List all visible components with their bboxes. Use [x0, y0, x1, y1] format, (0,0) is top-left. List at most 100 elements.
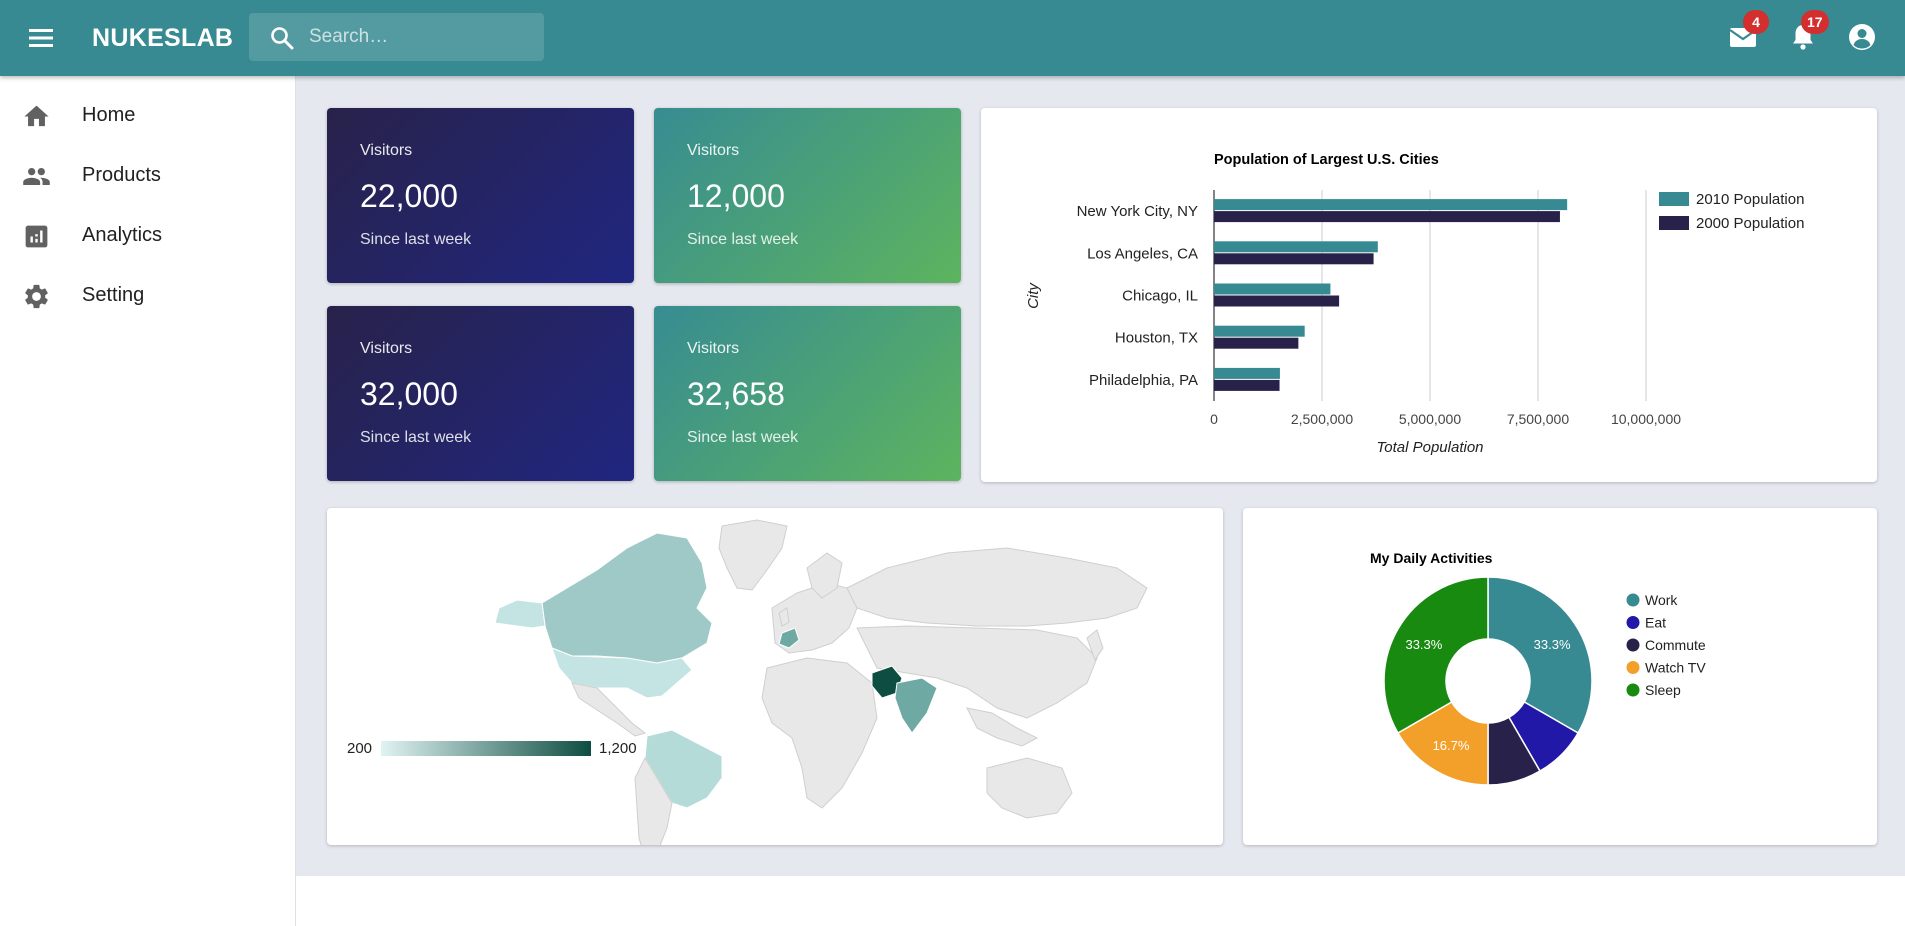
legend-swatch	[1626, 661, 1640, 674]
app-bar: NUKESLAB 4 17	[0, 0, 1905, 76]
stat-card: Visitors 22,000 Since last week	[327, 108, 634, 283]
map-russia[interactable]	[846, 547, 1148, 627]
sidebar-item-products[interactable]: Products	[0, 146, 295, 206]
daily-activities-donut-chart: My Daily Activities 33.3% 16.7% 33.3% Work…	[1370, 550, 1706, 786]
map-australia[interactable]	[986, 757, 1073, 819]
stat-subtitle: Since last week	[360, 231, 472, 248]
bar-2000[interactable]	[1214, 211, 1560, 223]
stat-value: 32,658	[687, 376, 785, 412]
map-africa[interactable]	[761, 657, 878, 809]
chart-title: My Daily Activities	[1370, 550, 1493, 566]
map-alaska[interactable]	[494, 599, 546, 629]
search-input[interactable]	[309, 13, 534, 61]
sidebar-item-setting[interactable]: Setting	[0, 266, 295, 326]
legend-swatch	[1659, 216, 1689, 230]
legend-label[interactable]: Watch TV	[1645, 660, 1706, 676]
legend-swatch	[1626, 593, 1640, 607]
legend-label[interactable]: Sleep	[1645, 682, 1681, 698]
legend-label[interactable]: Work	[1645, 592, 1678, 608]
notifications-button[interactable]: 17	[1787, 10, 1829, 53]
bar-2000[interactable]	[1214, 379, 1280, 391]
menu-icon[interactable]	[26, 24, 56, 52]
map-asia[interactable]	[856, 625, 1098, 719]
bar-2010[interactable]	[1214, 199, 1568, 211]
sidebar-item-label: Setting	[82, 284, 145, 306]
map-mexico[interactable]	[571, 682, 647, 737]
bar-2000[interactable]	[1214, 253, 1374, 265]
notification-badge: 17	[1801, 10, 1829, 34]
geo-legend-min: 200	[347, 740, 372, 757]
account-button[interactable]	[1846, 21, 1878, 53]
stat-card: Visitors 32,000 Since last week	[327, 306, 634, 481]
bar-2000[interactable]	[1214, 337, 1299, 349]
stat-value: 12,000	[687, 178, 785, 214]
slice-percent-label: 33.3%	[1534, 637, 1571, 652]
bar-2010[interactable]	[1214, 325, 1305, 337]
chart-title: Population of Largest U.S. Cities	[1214, 152, 1439, 168]
donut-slice-work[interactable]	[1487, 576, 1593, 735]
home-icon	[22, 102, 51, 131]
search-box	[249, 13, 544, 61]
stat-subtitle: Since last week	[360, 429, 472, 446]
category-label: New York City, NY	[1077, 203, 1198, 220]
map-india[interactable]	[894, 677, 938, 734]
legend-swatch	[1659, 192, 1689, 206]
map-se-asia[interactable]	[966, 707, 1039, 747]
map-france[interactable]	[778, 627, 800, 649]
mail-button[interactable]: 4	[1727, 10, 1769, 53]
sidebar-item-label: Home	[82, 104, 136, 126]
category-label: Los Angeles, CA	[1087, 245, 1198, 262]
analytics-icon	[22, 222, 51, 251]
map-greenland[interactable]	[718, 519, 788, 591]
y-axis-label: City	[1025, 282, 1042, 309]
brand-logo[interactable]: NUKESLAB	[92, 24, 234, 52]
stat-card: Visitors 12,000 Since last week	[654, 108, 961, 283]
geo-legend-max: 1,200	[599, 740, 637, 757]
x-tick-label: 2,500,000	[1291, 411, 1353, 427]
search-icon	[269, 25, 295, 51]
stat-value: 32,000	[360, 376, 458, 412]
bar-2010[interactable]	[1214, 241, 1378, 253]
category-label: Houston, TX	[1115, 330, 1198, 347]
content-footer-area	[296, 876, 1905, 926]
legend-label[interactable]: 2010 Population	[1696, 191, 1804, 208]
legend-label[interactable]: Eat	[1645, 615, 1666, 631]
donut-slice-sleep[interactable]	[1383, 576, 1489, 735]
gear-icon	[22, 282, 51, 311]
bar-2000[interactable]	[1214, 295, 1340, 307]
x-tick-label: 7,500,000	[1507, 411, 1569, 427]
x-tick-label: 10,000,000	[1611, 411, 1681, 427]
x-tick-label: 0	[1210, 411, 1218, 427]
sidebar-item-label: Products	[82, 164, 161, 186]
legend-label[interactable]: Commute	[1645, 637, 1706, 653]
map-uk[interactable]	[778, 607, 790, 627]
legend-swatch	[1626, 638, 1640, 652]
sidebar-item-home[interactable]: Home	[0, 86, 295, 146]
legend-swatch	[1626, 683, 1640, 697]
x-axis-label: Total Population	[1376, 439, 1483, 456]
stat-title: Visitors	[360, 142, 413, 159]
stat-value: 22,000	[360, 178, 458, 214]
category-label: Philadelphia, PA	[1089, 372, 1198, 389]
stat-card: Visitors 32,658 Since last week	[654, 306, 961, 481]
bar-2010[interactable]	[1214, 367, 1280, 379]
slice-percent-label: 16.7%	[1433, 738, 1470, 753]
account-circle-icon	[1849, 24, 1875, 50]
bar-2010[interactable]	[1214, 283, 1331, 295]
slice-percent-label: 33.3%	[1405, 637, 1442, 652]
population-bar-chart: Population of Largest U.S. Cities City T…	[1025, 152, 1804, 456]
stat-title: Visitors	[687, 142, 740, 159]
map-japan[interactable]	[1086, 629, 1104, 662]
mail-badge: 4	[1743, 10, 1769, 34]
stat-subtitle: Since last week	[687, 429, 799, 446]
legend-swatch	[1626, 616, 1640, 629]
map-scandinavia[interactable]	[806, 552, 843, 599]
stat-title: Visitors	[687, 340, 740, 357]
daily-activities-panel: My Daily Activities 33.3% 16.7% 33.3% Work…	[1243, 508, 1877, 845]
sidebar-item-label: Analytics	[82, 224, 163, 246]
map-canada[interactable]	[541, 532, 713, 664]
legend-label[interactable]: 2000 Population	[1696, 215, 1804, 232]
dashboard-content: Visitors 22,000 Since last week Visitors…	[296, 76, 1905, 876]
world-map: 200 1,200	[347, 519, 1148, 859]
sidebar-item-analytics[interactable]: Analytics	[0, 206, 295, 266]
